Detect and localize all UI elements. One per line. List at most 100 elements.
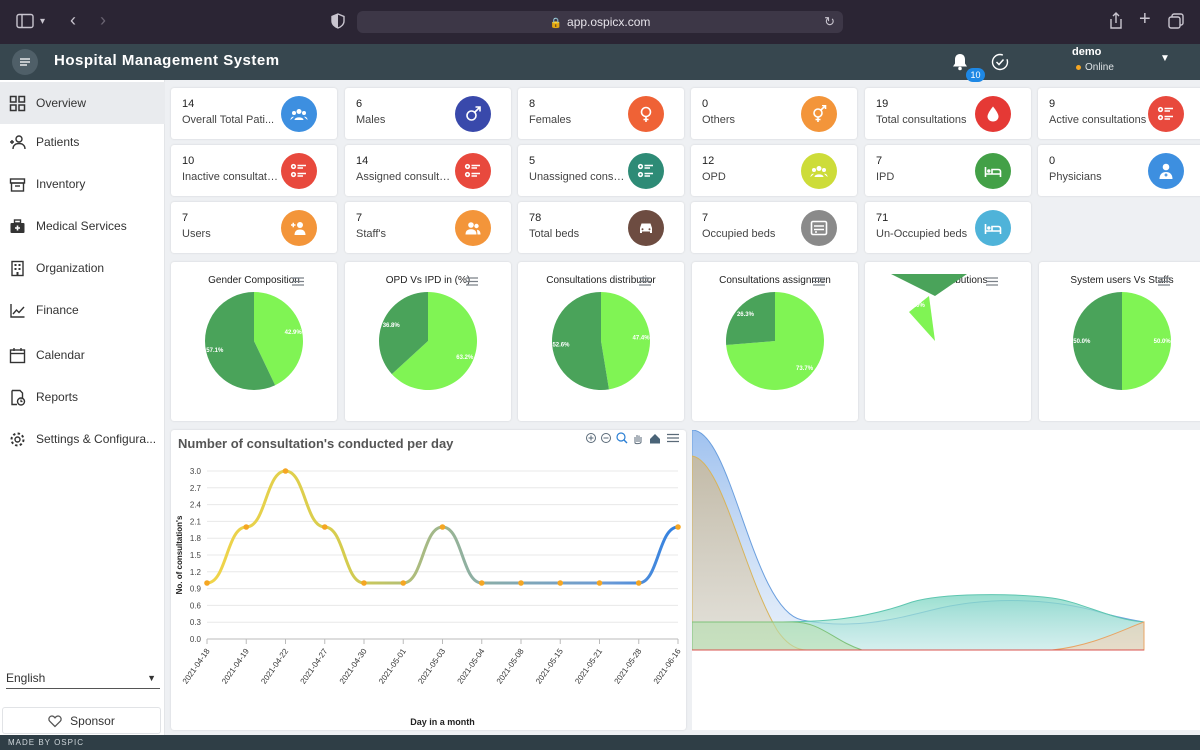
stat-card[interactable]: 19 Total consultations [865,88,1031,139]
stat-value: 7 [876,155,883,167]
address-bar[interactable]: 🔒 app.ospicx.com ↻ [357,11,843,33]
gender-other-icon [801,96,837,132]
reload-icon[interactable]: ↻ [824,14,835,29]
stat-card[interactable]: 8 Females [518,88,684,139]
data-point[interactable] [675,524,681,530]
pie-menu-icon[interactable] [466,277,478,286]
stat-card[interactable]: 10 Inactive consultatio... [171,145,337,196]
stat-card[interactable]: 12 OPD [691,145,857,196]
sidebar-item-organization[interactable]: Organization [0,247,165,289]
tasks-check-icon[interactable] [990,52,1010,72]
x-tick-label: 2021-05-28 [613,647,644,686]
stat-card[interactable]: 71 Un-Occupied beds [865,202,1031,253]
pie-slice[interactable] [891,274,967,296]
sidebar-item-calendar[interactable]: Calendar [0,334,165,376]
pie-title: System users Vs Staffs [1070,275,1174,286]
car-icon [628,210,664,246]
stat-card[interactable]: 9 Active consultations [1038,88,1200,139]
pie-slice[interactable] [552,292,609,390]
stat-value: 8 [529,98,536,110]
pie-chart-card: OPD Vs IPD in (%) 63.2% 36.8% [345,262,511,421]
privacy-shield-icon[interactable] [331,13,345,33]
stat-card[interactable]: 7 Occupied beds [691,202,857,253]
sidebar-item-patients[interactable]: Patients [0,121,165,163]
pie-menu-icon[interactable] [986,277,998,286]
pan-hand-icon[interactable] [634,435,642,445]
pie-slice[interactable] [205,292,276,390]
stat-card[interactable]: 7 Staff's [345,202,511,253]
share-icon[interactable] [1108,12,1124,34]
chart-menu-icon[interactable] [667,433,679,443]
stat-card[interactable]: 0 Physicians [1038,145,1200,196]
sidebar-item-overview[interactable]: Overview [0,82,165,124]
data-point[interactable] [282,468,289,474]
pie-slice[interactable] [1122,292,1171,390]
pie-slice[interactable] [601,292,650,390]
x-tick-label: 2021-06-16 [652,647,683,686]
user-menu-caret-icon[interactable]: ▼ [1160,53,1170,64]
pie-slice[interactable] [1073,292,1122,390]
list-icon [281,153,317,189]
data-point[interactable] [243,524,250,530]
new-tab-icon[interactable]: + [1139,8,1151,30]
data-point[interactable] [635,580,642,586]
zoom-in-icon[interactable] [586,433,596,443]
stat-label: Active consultations [1049,114,1147,126]
bed-icon [975,153,1011,189]
sidebar-item-inventory[interactable]: Inventory [0,163,165,205]
pie-menu-icon[interactable] [813,277,825,286]
tab-overview-icon[interactable] [1168,13,1184,33]
y-tick-label: 2.1 [190,517,202,526]
pie-slice[interactable] [254,292,303,386]
medical-services-icon [10,218,25,233]
sidebar-item-label: Finance [36,303,79,317]
sidebar-item-settings[interactable]: Settings & Configura... [0,418,165,460]
pie-slice[interactable] [726,292,775,345]
data-point[interactable] [361,580,367,586]
sidebar-dropdown-icon[interactable]: ▾ [40,16,46,27]
reset-home-icon[interactable] [650,434,660,444]
data-point[interactable] [439,524,446,530]
pie-slice[interactable] [726,292,824,390]
sidebar-item-reports[interactable]: Reports [0,376,165,418]
stat-card[interactable]: 6 Males [345,88,511,139]
data-point[interactable] [478,580,485,586]
sponsor-button[interactable]: Sponsor [2,707,161,734]
menu-button[interactable] [12,49,38,75]
stat-card[interactable]: 14 Assigned consulta... [345,145,511,196]
calendar-icon [9,347,26,363]
pie-slice[interactable] [379,292,428,375]
pie-chart: 9.0% [891,274,967,341]
stat-card[interactable]: 7 Users [171,202,337,253]
language-select[interactable]: English ▼ [6,668,160,689]
data-point[interactable] [596,580,603,586]
stat-card[interactable]: 7 IPD [865,145,1031,196]
pie-menu-icon[interactable] [639,277,651,286]
sidebar-toggle-icon[interactable] [16,13,34,33]
y-tick-label: 1.5 [190,551,202,560]
staff-icon [455,210,491,246]
zoom-out-icon[interactable] [601,433,611,443]
forward-icon[interactable]: › [100,10,106,30]
stat-card[interactable]: 5 Unassigned consu... [518,145,684,196]
sidebar-item-finance[interactable]: Finance [0,289,165,331]
notification-bell-icon[interactable] [950,52,970,72]
back-icon[interactable]: ‹ [70,10,76,30]
data-point[interactable] [518,580,524,586]
sidebar-item-medical-services[interactable]: Medical Services [0,205,165,247]
data-point[interactable] [557,580,564,586]
stat-card[interactable]: 0 Others [691,88,857,139]
stat-card[interactable]: 14 Overall Total Pati... [171,88,337,139]
data-point[interactable] [321,524,328,530]
stat-label: Unassigned consu... [529,171,627,183]
data-point[interactable] [400,580,407,586]
pie-slice[interactable] [391,292,477,390]
pie-slice[interactable] [909,296,935,341]
stat-label: Physicians [1049,171,1102,183]
stat-card[interactable]: 78 Total beds [518,202,684,253]
pie-menu-icon[interactable] [1158,277,1170,286]
pie-menu-icon[interactable] [292,277,304,286]
data-point[interactable] [204,580,210,586]
user-name[interactable]: demo [1072,46,1102,58]
selection-zoom-icon[interactable] [616,432,628,444]
